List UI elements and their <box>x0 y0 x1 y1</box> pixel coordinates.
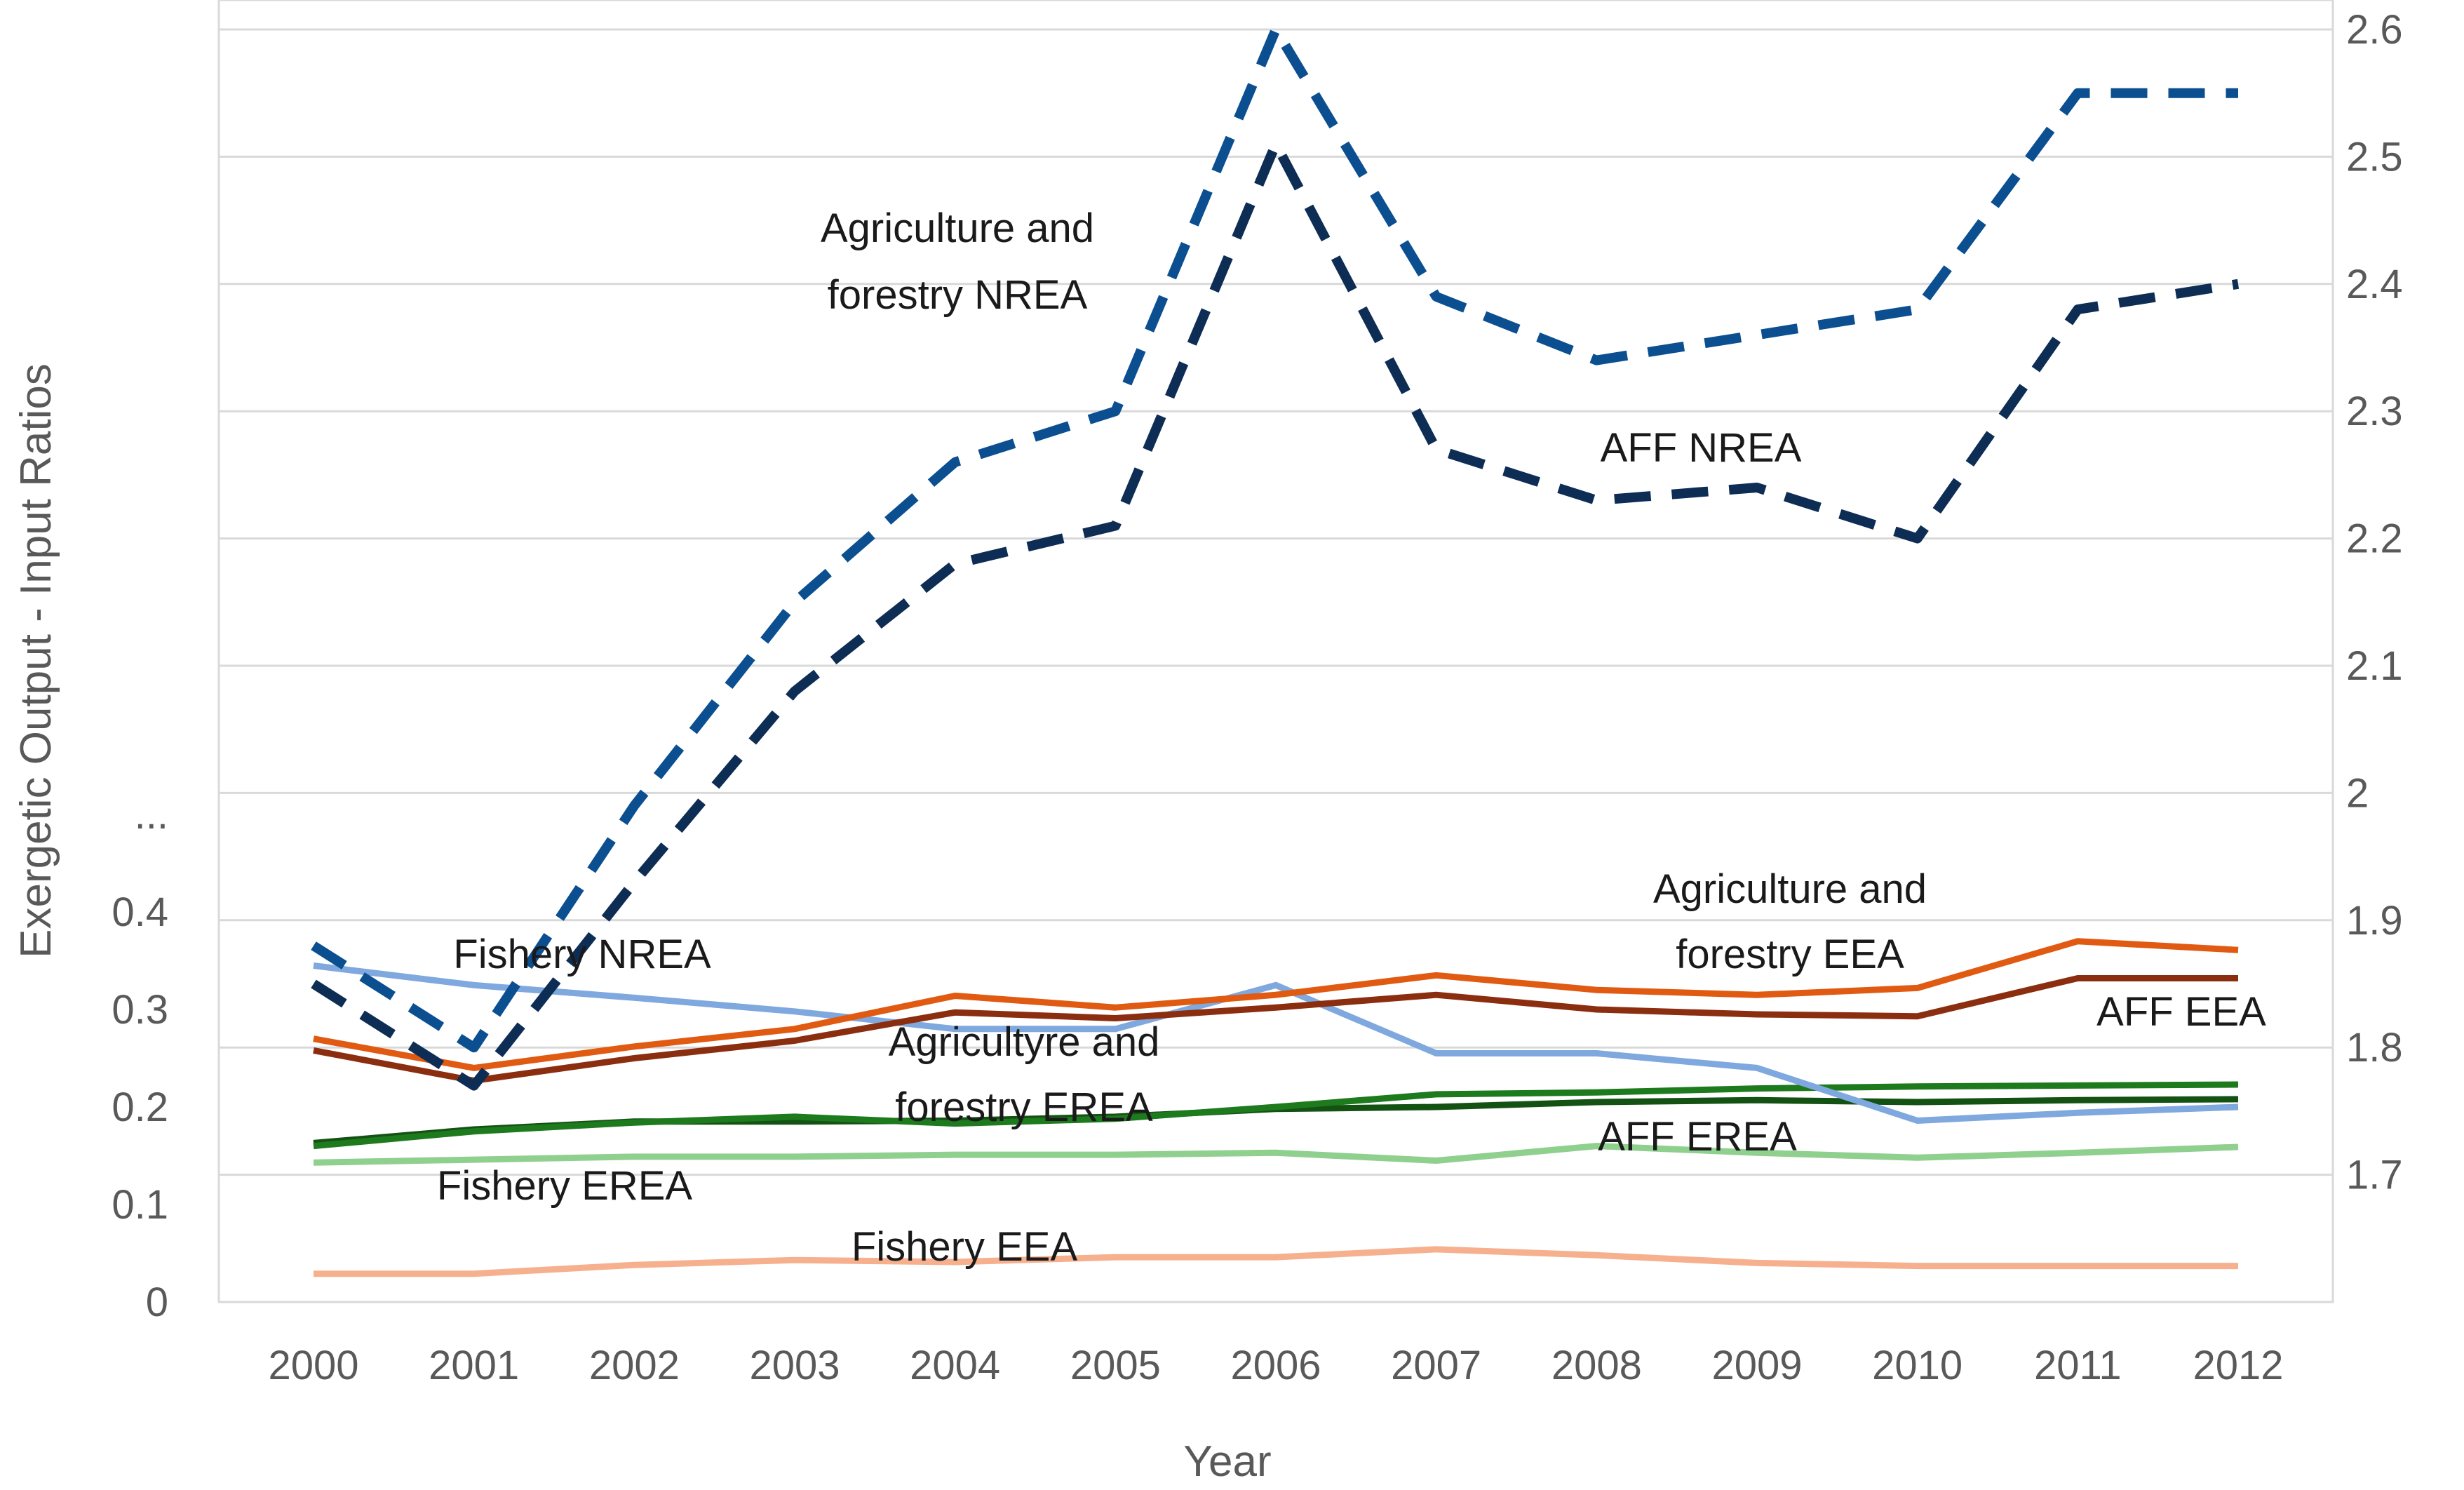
right-tick-label: 2.2 <box>2346 516 2403 562</box>
x-tick-label: 2007 <box>1391 1343 1481 1388</box>
x-tick-label: 2003 <box>749 1343 840 1388</box>
right-tick-label: 2.5 <box>2346 134 2403 180</box>
left-axis-ticks: 0 0.1 0.2 0.3 0.4... <box>112 792 168 1325</box>
x-tick-label: 2008 <box>1551 1343 1642 1388</box>
gridlines <box>219 28 2333 1176</box>
right-tick-label: 2.4 <box>2346 262 2403 307</box>
annotation-agriculture-forestry-eea-line1: Agriculture and <box>1653 866 1927 912</box>
x-tick-label: 2012 <box>2193 1343 2283 1388</box>
annotation-fishery-erea: Fishery EREA <box>437 1163 693 1209</box>
x-tick-label: 2006 <box>1230 1343 1321 1388</box>
annotation-agriculture-forestry-eea-line2: forestry EEA <box>1676 932 1904 977</box>
x-axis-title: Year <box>1183 1437 1271 1486</box>
series-line-agriculture-and-forestry-eea <box>313 938 2239 1071</box>
left-tick-label: 0 <box>146 1280 168 1325</box>
annotation-fishery-eea: Fishery EEA <box>851 1224 1078 1270</box>
left-tick-label: 0.4 <box>112 890 168 935</box>
left-tick-label: 0.1 <box>112 1182 168 1228</box>
series-line-fishery-eea <box>314 1246 2238 1277</box>
series-line-aff-nrea <box>311 139 2240 1091</box>
left-tick-label: 0.2 <box>112 1085 168 1130</box>
series-line-agriculture-and-forestry-nrea <box>311 25 2238 1053</box>
series-line-aff-eea <box>313 975 2238 1084</box>
annotation-aff-erea: AFF EREA <box>1598 1114 1797 1160</box>
left-tick-label: ... <box>135 792 168 838</box>
annotation-agriculture-forestry-erea-line1: Agricultyre and <box>889 1019 1160 1065</box>
plot-area <box>217 0 2334 1303</box>
right-tick-label: 2.1 <box>2346 643 2403 689</box>
right-tick-label: 2.6 <box>2346 7 2403 53</box>
series-line-fishery-nrea <box>313 962 2239 1124</box>
annotation-aff-nrea: AFF NREA <box>1601 425 1802 471</box>
left-tick-label: 0.3 <box>112 987 168 1033</box>
x-tick-label: 2000 <box>268 1343 358 1388</box>
right-tick-label: 1.8 <box>2346 1025 2403 1070</box>
x-axis-ticks: 2000 2001 2002 2003 2004 2005 2006 2007 2008 2009… <box>268 1343 2283 1388</box>
x-tick-label: 2004 <box>910 1343 1000 1388</box>
right-tick-label: 1.7 <box>2346 1153 2403 1198</box>
x-tick-label: 2005 <box>1070 1343 1161 1388</box>
series-line-fishery-erea <box>313 1143 2239 1166</box>
annotation-agriculture-forestry-nrea-line1: Agriculture and <box>821 206 1094 251</box>
right-tick-label: 2.3 <box>2346 389 2403 434</box>
x-tick-label: 2002 <box>589 1343 680 1388</box>
annotation-fishery-nrea: Fishery NREA <box>453 932 711 977</box>
right-tick-label: 1.9 <box>2346 898 2403 944</box>
y-axis-title: Exergetic Output - Input Ratios <box>12 363 60 958</box>
right-axis-ticks: 1.7 1.8 1.9 2 2.1 2.2 2.3 2.4 2.5 2.6 <box>2346 7 2403 1198</box>
x-tick-label: 2001 <box>429 1343 519 1388</box>
annotation-agriculture-forestry-erea-line2: forestry EREA <box>895 1085 1153 1130</box>
annotation-aff-eea: AFF EEA <box>2096 989 2266 1035</box>
annotation-agriculture-forestry-nrea-line2: forestry NREA <box>828 272 1088 318</box>
x-tick-label: 2009 <box>1711 1343 1802 1388</box>
x-tick-label: 2011 <box>2034 1343 2122 1388</box>
right-tick-label: 2 <box>2346 770 2369 816</box>
series-line-agricultyre-and-forestry-erea <box>313 1081 2239 1150</box>
series-lines <box>311 25 2240 1277</box>
x-tick-label: 2010 <box>1872 1343 1963 1388</box>
